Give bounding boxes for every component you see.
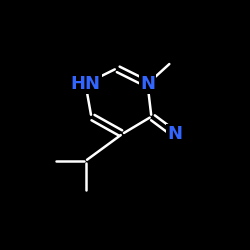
Text: HN: HN [70, 75, 101, 93]
Text: N: N [140, 75, 155, 93]
Text: N: N [167, 125, 182, 143]
